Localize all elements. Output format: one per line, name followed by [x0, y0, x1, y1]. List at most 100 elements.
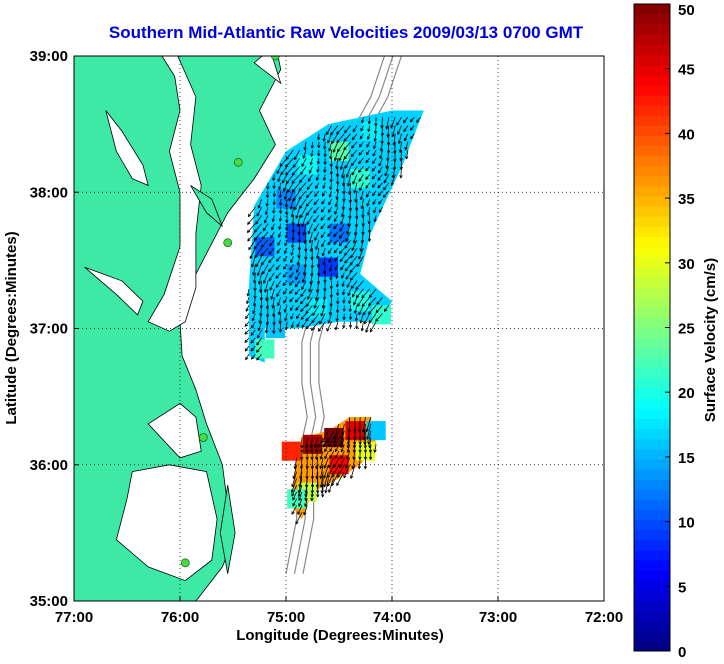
y-tick-label: 39:00	[30, 48, 68, 65]
radar-site-marker	[199, 434, 207, 442]
colorbar-tick-label: 50	[678, 2, 695, 19]
radar-site-marker	[181, 559, 189, 567]
x-tick-label: 77:00	[55, 609, 93, 626]
colorbar-step	[634, 459, 670, 470]
colorbar-step	[634, 166, 670, 177]
colorbar-step	[634, 378, 670, 389]
x-tick-label: 76:00	[161, 609, 199, 626]
colorbar-step	[634, 216, 670, 227]
velocity-cell	[282, 442, 301, 461]
colorbar-step	[634, 600, 670, 611]
colorbar-tick-label: 20	[678, 385, 695, 402]
colorbar-step	[634, 115, 670, 126]
velocity-cell	[361, 121, 380, 140]
colorbar-step	[634, 429, 670, 440]
colorbar-step	[634, 146, 670, 157]
colorbar-step	[634, 550, 670, 561]
colorbar-step	[634, 540, 670, 551]
colorbar-step	[634, 358, 670, 369]
colorbar-step	[634, 479, 670, 490]
colorbar-step	[634, 641, 670, 652]
x-tick-label: 72:00	[585, 609, 623, 626]
x-axis-label: Longitude (Degrees:Minutes)	[236, 627, 444, 644]
y-tick-label: 36:00	[30, 457, 68, 474]
colorbar-step	[634, 621, 670, 632]
colorbar-step	[634, 176, 670, 187]
colorbar-tick-label: 25	[678, 321, 695, 338]
colorbar-step	[634, 206, 670, 217]
colorbar-step	[634, 277, 670, 288]
velocity-cell	[319, 183, 338, 202]
colorbar-tick-label: 0	[678, 644, 686, 659]
colorbar-step	[634, 267, 670, 278]
colorbar-step	[634, 408, 670, 419]
colorbar-step	[634, 348, 670, 359]
colorbar-step	[634, 338, 670, 349]
colorbar-step	[634, 287, 670, 298]
colorbar-step	[634, 24, 670, 35]
colorbar-tick-label: 30	[678, 256, 695, 273]
colorbar-step	[634, 14, 670, 25]
colorbar-step	[634, 257, 670, 268]
colorbar-step	[634, 237, 670, 248]
colorbar-tick-label: 40	[678, 126, 695, 143]
colorbar-step	[634, 247, 670, 258]
colorbar-tick-label: 10	[678, 515, 695, 532]
x-tick-label: 75:00	[267, 609, 305, 626]
colorbar-step	[634, 156, 670, 167]
colorbar-step	[634, 368, 670, 379]
y-tick-label: 35:00	[30, 593, 68, 610]
colorbar-tick-label: 45	[678, 62, 695, 79]
chart-title: Southern Mid-Atlantic Raw Velocities 200…	[109, 23, 584, 42]
colorbar-step	[634, 509, 670, 520]
radar-site-marker	[234, 158, 242, 166]
colorbar-step	[634, 105, 670, 116]
x-tick-label: 74:00	[373, 609, 411, 626]
colorbar-step	[634, 590, 670, 601]
colorbar-step	[634, 196, 670, 207]
colorbar-step	[634, 65, 670, 76]
colorbar-step	[634, 520, 670, 531]
colorbar-step	[634, 307, 670, 318]
x-tick-label: 73:00	[479, 609, 517, 626]
colorbar-step	[634, 388, 670, 399]
y-tick-label: 37:00	[30, 321, 68, 338]
colorbar-step	[634, 499, 670, 510]
colorbar-step	[634, 449, 670, 460]
radar-site-marker	[224, 239, 232, 247]
colorbar-tick-label: 15	[678, 450, 695, 467]
colorbar-step	[634, 560, 670, 571]
colorbar-step	[634, 34, 670, 45]
colorbar-step	[634, 4, 670, 15]
colorbar-step	[634, 631, 670, 642]
velocity-cell	[255, 339, 274, 358]
colorbar-step	[634, 125, 670, 136]
colorbar-step	[634, 297, 670, 308]
colorbar-tick-label: 35	[678, 191, 695, 208]
colorbar: 0 5 10 15 20 25 30 35 40 45 50 Surface Velocity (c…	[634, 2, 719, 659]
velocity-cell	[298, 156, 317, 175]
map-plot-area	[63, 42, 604, 614]
colorbar-step	[634, 55, 670, 66]
colorbar-step	[634, 439, 670, 450]
colorbar-step	[634, 530, 670, 541]
colorbar-tick-label: 5	[678, 579, 686, 596]
colorbar-step	[634, 95, 670, 106]
colorbar-step	[634, 44, 670, 55]
colorbar-step	[634, 328, 670, 339]
colorbar-step	[634, 75, 670, 86]
colorbar-step	[634, 398, 670, 409]
colorbar-label: Surface Velocity (cm/s)	[702, 258, 719, 422]
colorbar-step	[634, 135, 670, 146]
colorbar-step	[634, 226, 670, 237]
y-tick-label: 38:00	[30, 184, 68, 201]
colorbar-step	[634, 611, 670, 622]
colorbar-step	[634, 469, 670, 480]
y-axis-label: Latitude (Degrees:Minutes)	[3, 231, 20, 424]
colorbar-step	[634, 186, 670, 197]
colorbar-steps	[634, 4, 670, 652]
y-axis-ticks: 35:00 36:00 37:00 38:00 39:00	[30, 48, 79, 610]
colorbar-step	[634, 489, 670, 500]
